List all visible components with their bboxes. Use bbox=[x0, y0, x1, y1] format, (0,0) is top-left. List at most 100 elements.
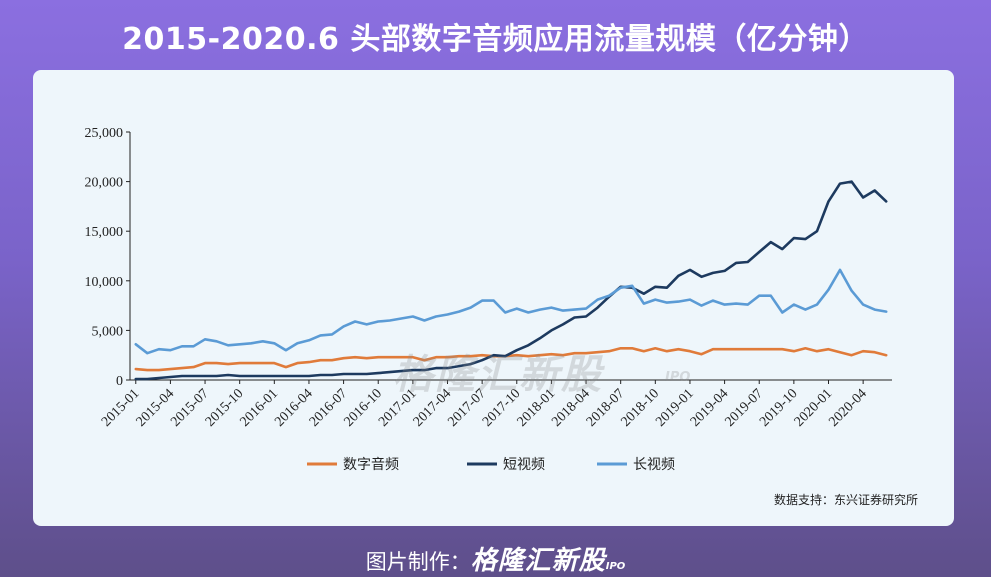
footer: 图片制作：格隆汇新股IPO bbox=[0, 540, 991, 577]
legend-label-2: 短视频 bbox=[503, 457, 545, 473]
data-point-s3 bbox=[146, 352, 149, 355]
data-point-s3 bbox=[573, 308, 576, 311]
data-point-s2 bbox=[400, 370, 403, 372]
y-tick-label: 25,000 bbox=[85, 126, 124, 141]
y-tick-label: 20,000 bbox=[85, 176, 124, 191]
data-point-s1 bbox=[354, 356, 356, 359]
data-point-s2 bbox=[319, 374, 322, 376]
data-point-s1 bbox=[446, 356, 449, 359]
data-point-s1 bbox=[758, 348, 760, 351]
data-point-s3 bbox=[700, 304, 703, 307]
series-line-1 bbox=[134, 346, 888, 372]
x-tick-label: 2018-10 bbox=[619, 386, 663, 430]
data-point-s1 bbox=[319, 359, 322, 362]
data-point-s3 bbox=[400, 317, 403, 320]
data-point-s2 bbox=[850, 180, 853, 183]
data-point-s2 bbox=[573, 316, 576, 319]
data-point-s1 bbox=[619, 347, 622, 350]
x-tick-label: 2019-04 bbox=[688, 386, 732, 430]
data-point-s2 bbox=[504, 355, 507, 358]
data-point-s2 bbox=[862, 196, 864, 199]
data-point-s3 bbox=[469, 306, 472, 309]
data-point-s1 bbox=[273, 362, 276, 364]
data-point-s2 bbox=[516, 349, 518, 352]
x-tick-label: 2019-10 bbox=[757, 386, 801, 430]
data-point-s3 bbox=[527, 311, 530, 314]
data-point-s1 bbox=[365, 357, 368, 360]
data-point-s1 bbox=[654, 347, 657, 350]
data-point-s1 bbox=[804, 347, 807, 350]
data-point-s3 bbox=[608, 294, 610, 297]
x-tick-label: 2019-07 bbox=[722, 386, 766, 430]
data-point-s3 bbox=[204, 338, 206, 341]
data-point-s1 bbox=[192, 366, 195, 368]
data-point-s1 bbox=[735, 348, 737, 351]
data-point-s3 bbox=[169, 349, 172, 352]
legend-label-1: 数字音频 bbox=[343, 456, 399, 473]
data-point-s3 bbox=[596, 298, 599, 301]
data-point-s2 bbox=[793, 237, 795, 239]
data-point-s1 bbox=[608, 350, 610, 353]
watermark: 格隆汇新股 bbox=[393, 352, 603, 398]
data-point-s1 bbox=[643, 350, 645, 353]
chart-card: 0 5,000 10,000 15,000 20,000 25,000 2015-01 201… bbox=[33, 70, 954, 526]
series-line-2 bbox=[134, 180, 888, 381]
data-point-s1 bbox=[469, 355, 472, 358]
data-point-s2 bbox=[654, 286, 657, 288]
x-tick-label: 2016-10 bbox=[341, 386, 385, 430]
data-point-s3 bbox=[192, 345, 195, 348]
x-tick-label: 2020-01 bbox=[792, 386, 836, 430]
data-point-s3 bbox=[331, 333, 333, 336]
data-point-s2 bbox=[770, 241, 772, 243]
data-point-s3 bbox=[643, 302, 645, 305]
y-tick-label: 5,000 bbox=[92, 324, 124, 339]
data-point-s2 bbox=[342, 373, 345, 375]
data-point-s1 bbox=[377, 356, 380, 359]
data-point-s3 bbox=[516, 307, 518, 310]
y-tick-label: 0 bbox=[116, 374, 123, 389]
data-point-s2 bbox=[839, 182, 841, 185]
data-point-s1 bbox=[435, 356, 437, 359]
data-point-s2 bbox=[423, 369, 426, 371]
data-point-s1 bbox=[285, 366, 287, 368]
data-point-s2 bbox=[596, 306, 599, 309]
data-point-s1 bbox=[331, 359, 333, 362]
y-tick-label: 10,000 bbox=[85, 275, 124, 290]
x-tick-label: 2020-04 bbox=[826, 386, 870, 430]
data-point-s3 bbox=[354, 320, 356, 323]
y-tick-label: 15,000 bbox=[85, 225, 124, 240]
data-point-s2 bbox=[273, 375, 276, 377]
data-point-s2 bbox=[712, 272, 714, 274]
data-point-s2 bbox=[481, 359, 483, 362]
data-point-s1 bbox=[781, 348, 784, 351]
data-point-s1 bbox=[400, 356, 403, 359]
data-point-s2 bbox=[158, 377, 160, 379]
data-point-s3 bbox=[273, 342, 276, 345]
data-point-s3 bbox=[862, 303, 864, 306]
data-point-s3 bbox=[873, 308, 876, 311]
data-point-s1 bbox=[827, 348, 830, 351]
data-point-s2 bbox=[735, 262, 737, 264]
data-point-s3 bbox=[308, 339, 310, 342]
data-point-s3 bbox=[689, 298, 691, 301]
data-point-s1 bbox=[308, 361, 310, 363]
data-point-s1 bbox=[389, 356, 391, 359]
data-point-s1 bbox=[342, 357, 345, 360]
data-point-s3 bbox=[377, 320, 380, 323]
data-point-s2 bbox=[458, 365, 460, 367]
data-point-s1 bbox=[135, 368, 137, 370]
data-point-s3 bbox=[342, 325, 345, 328]
x-tick-label: 2015-01 bbox=[99, 386, 143, 430]
data-point-s2 bbox=[758, 251, 760, 253]
data-point-s1 bbox=[158, 369, 160, 371]
legend-label-3: 长视频 bbox=[633, 457, 675, 473]
data-point-s3 bbox=[250, 342, 252, 345]
data-point-s2 bbox=[527, 344, 530, 347]
data-point-s2 bbox=[365, 373, 368, 375]
data-point-s3 bbox=[319, 334, 322, 337]
data-point-s2 bbox=[700, 276, 703, 278]
data-point-s2 bbox=[746, 261, 749, 263]
data-point-s1 bbox=[596, 351, 599, 354]
data-point-s2 bbox=[550, 329, 553, 332]
data-point-s2 bbox=[804, 238, 807, 240]
